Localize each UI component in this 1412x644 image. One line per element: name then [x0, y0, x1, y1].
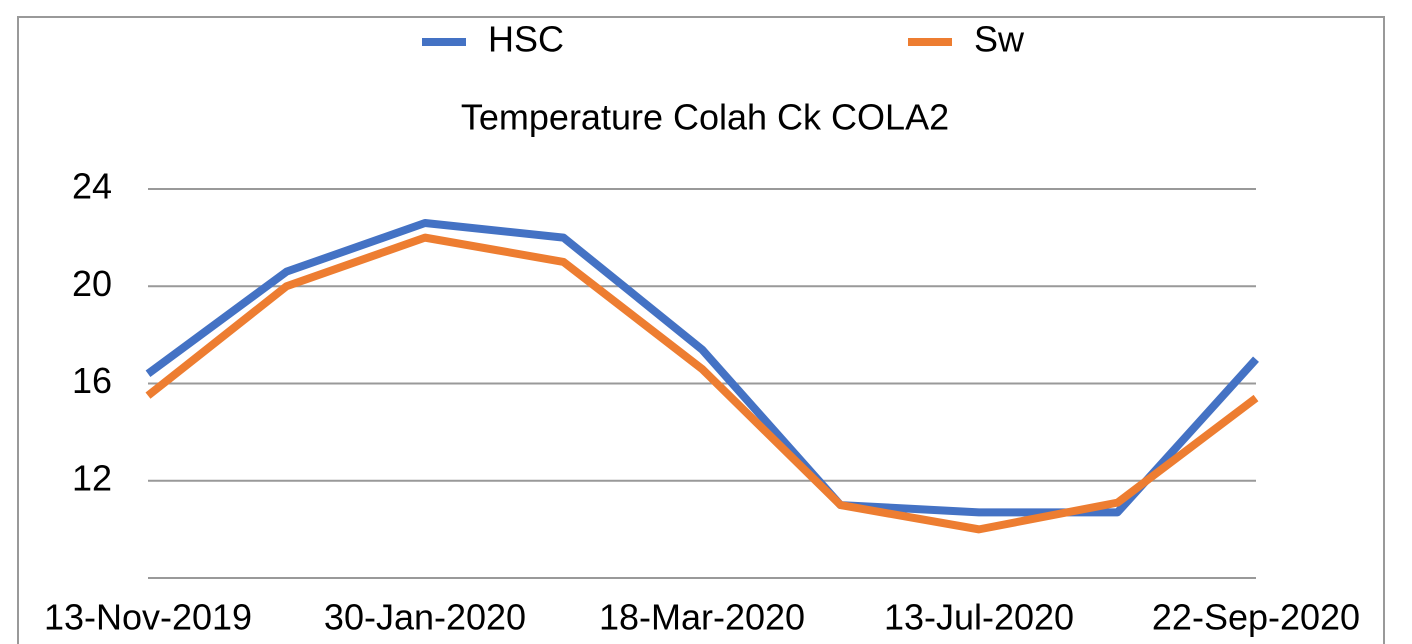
chart-title: Temperature Colah Ck COLA2 [461, 97, 949, 138]
legend-label: Sw [974, 19, 1025, 60]
y-tick-label: 12 [72, 457, 112, 498]
x-tick-label: 30-Jan-2020 [324, 597, 526, 638]
frame [17, 16, 1385, 644]
y-tick-label: 24 [72, 166, 112, 207]
y-tick-label: 20 [72, 263, 112, 304]
x-tick-label: 18-Mar-2020 [599, 597, 805, 638]
x-tick-label: 13-Nov-2019 [44, 597, 252, 638]
x-tick-label: 22-Sep-2020 [1152, 597, 1360, 638]
series-line [145, 233, 1259, 534]
legend-label: HSC [488, 19, 564, 60]
x-tick-label: 13-Jul-2020 [884, 597, 1074, 638]
y-tick-label: 16 [72, 360, 112, 401]
